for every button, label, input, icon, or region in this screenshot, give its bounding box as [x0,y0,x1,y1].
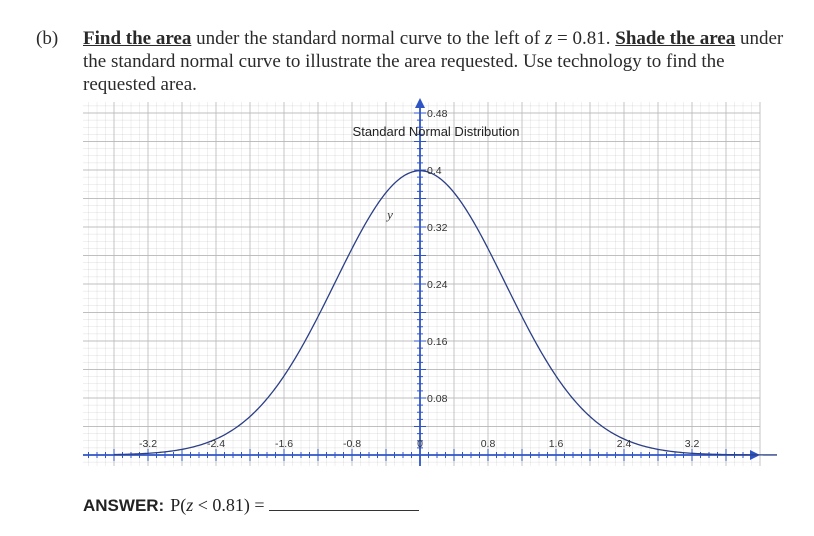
answer-variable: z [186,495,194,515]
answer-line: ANSWER: P(z < 0.81) = [83,495,419,516]
y-tick-label: 0.24 [427,279,448,291]
question-text-1: under the standard normal curve to the l… [191,28,545,49]
x-tick-label: -1.6 [275,438,293,450]
question-emphasis-find-area: Find the area [83,28,192,49]
y-tick-label: 0.4 [427,165,442,177]
y-axis-label: y [385,207,393,222]
y-tick-label: 0.08 [427,393,448,405]
answer-blank[interactable] [268,496,419,511]
normal-curve [113,170,778,456]
axis-labels: -3.2 -2.4 -1.6 -0.8 0 0.8 1.6 2.4 3.2 0.08 0.16 0.2… [139,108,699,450]
curve-group [113,170,778,456]
x-tick-label: -3.2 [139,438,157,450]
question-variable-z: z [544,28,553,49]
x-tick-label: 1.6 [549,438,564,450]
x-tick-label: -2.4 [207,438,225,450]
question-body: Find the area under the standard normal … [83,27,793,96]
answer-label: ANSWER: [83,496,165,515]
answer-suffix: < 0.81) = [193,495,265,515]
answer-expression: P(z < 0.81) = [170,495,264,515]
answer-prefix: P( [170,495,187,515]
question-text-2: = 0.81. [552,28,616,49]
x-tick-label: 0 [417,438,423,450]
y-axis-arrow-icon [415,98,425,108]
y-tick-label: 0.48 [427,108,448,120]
x-tick-label: -0.8 [343,438,361,450]
question-text-3: under the standard normal curve to illus… [83,28,784,95]
x-tick-label: 0.8 [481,438,496,450]
y-tick-label: 0.16 [427,336,448,348]
chart-title: Standard Normal Distribution [353,124,520,139]
y-tick-label: 0.32 [427,222,448,234]
question-emphasis-shade: Shade the area [615,28,736,49]
x-tick-label: 3.2 [685,438,700,450]
question-label: (b) [36,28,59,49]
x-tick-label: 2.4 [617,438,632,450]
axis-ticks [88,112,752,461]
